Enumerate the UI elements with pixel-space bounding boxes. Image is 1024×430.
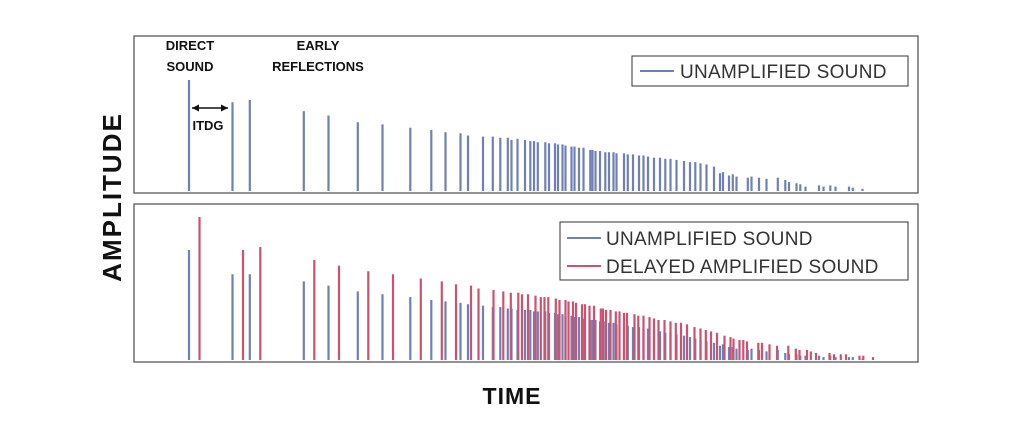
itdg-label: ITDG (192, 118, 223, 133)
early-reflections-label-line1: EARLY (297, 38, 340, 53)
y-axis-title: AMPLITUDE (97, 112, 127, 282)
top-legend-label-unamplified: UNAMPLIFIED SOUND (680, 62, 887, 83)
bottom-panel-bars (187, 217, 875, 360)
bottom-legend-label-delayed: DELAYED AMPLIFIED SOUND (606, 257, 879, 278)
top-panel-bars (187, 80, 864, 191)
bottom-legend: UNAMPLIFIED SOUND DELAYED AMPLIFIED SOUN… (559, 221, 909, 281)
top-legend: UNAMPLIFIED SOUND (631, 55, 909, 87)
direct-sound-label-line2: SOUND (167, 59, 214, 74)
bottom-legend-box (559, 221, 909, 281)
x-axis-title: TIME (483, 383, 542, 409)
early-reflections-label-line2: REFLECTIONS (272, 59, 364, 74)
bottom-legend-label-unamplified: UNAMPLIFIED SOUND (606, 229, 813, 250)
top-legend-box (631, 55, 909, 87)
top-panel: DIRECT SOUND EARLY REFLECTIONS ITDG UNAM… (133, 35, 919, 194)
itdg-arrow (192, 104, 228, 112)
direct-sound-label-line1: DIRECT (166, 38, 214, 53)
bottom-panel: UNAMPLIFIED SOUND DELAYED AMPLIFIED SOUN… (133, 203, 919, 363)
